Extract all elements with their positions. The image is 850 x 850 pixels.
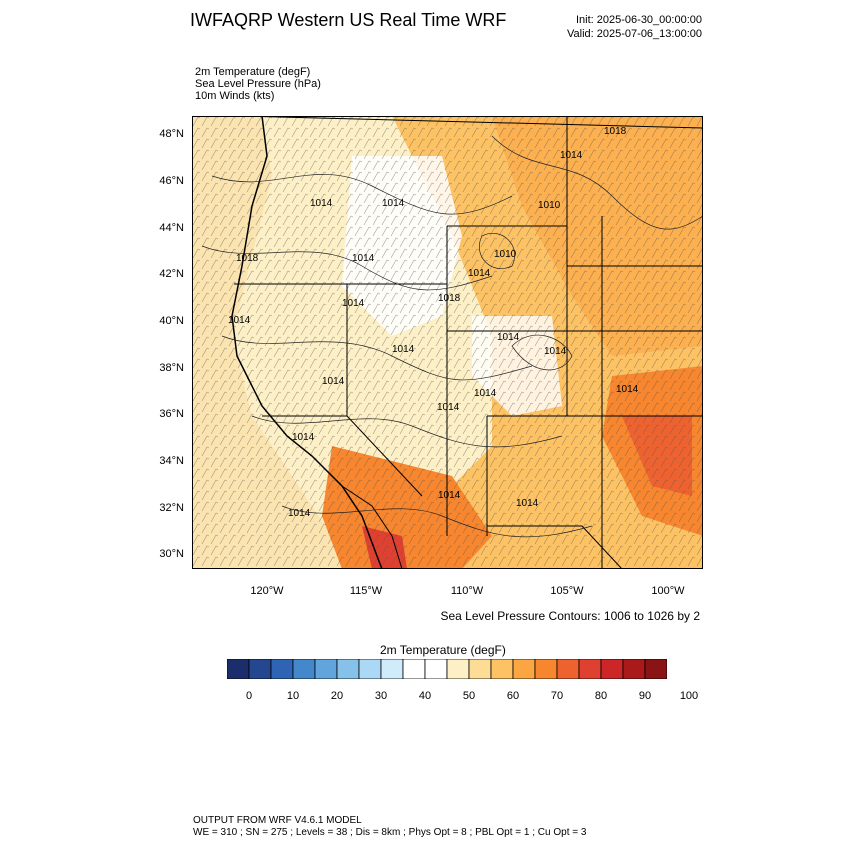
colorbar-swatch bbox=[358, 659, 382, 679]
colorbar-tick-label: 10 bbox=[286, 690, 300, 702]
colorbar-swatch bbox=[468, 659, 492, 679]
colorbar-swatch bbox=[402, 659, 426, 679]
colorbar-swatch bbox=[578, 659, 602, 679]
lat-label: 46°N bbox=[159, 175, 184, 187]
slp-label: 1014 bbox=[310, 198, 333, 209]
lat-label: 44°N bbox=[159, 222, 184, 234]
lon-label: 120°W bbox=[250, 585, 284, 597]
colorbar-swatch bbox=[600, 659, 624, 679]
slp-label: 1014 bbox=[560, 150, 583, 161]
slp-contours bbox=[201, 135, 703, 538]
field-list: 2m Temperature (degF) Sea Level Pressure… bbox=[195, 66, 321, 102]
map-frame bbox=[192, 116, 703, 569]
colorbar-tick-label: 90 bbox=[638, 690, 652, 702]
colorbar-swatch bbox=[534, 659, 558, 679]
colorbar-swatch bbox=[622, 659, 646, 679]
lat-label: 38°N bbox=[159, 362, 184, 374]
slp-label: 1010 bbox=[494, 249, 517, 260]
colorbar-tick-label: 20 bbox=[330, 690, 344, 702]
lat-label: 40°N bbox=[159, 315, 184, 327]
colorbar-swatch bbox=[446, 659, 470, 679]
lat-label: 42°N bbox=[159, 268, 184, 280]
lat-label: 32°N bbox=[159, 502, 184, 514]
colorbar-tick-label: 30 bbox=[374, 690, 388, 702]
slp-label: 1014 bbox=[352, 253, 375, 264]
init-valid-times: Init: 2025-06-30_00:00:00 Valid: 2025-07… bbox=[567, 13, 702, 41]
colorbar-swatch bbox=[227, 659, 250, 679]
contour-note: Sea Level Pressure Contours: 1006 to 102… bbox=[440, 609, 701, 623]
plot-title: IWFAQRP Western US Real Time WRF bbox=[190, 10, 507, 30]
slp-label: 1014 bbox=[228, 315, 251, 326]
slp-label: 1014 bbox=[292, 432, 315, 443]
pacific-coastline bbox=[231, 116, 383, 569]
lon-label: 110°W bbox=[450, 585, 484, 597]
colorbar-swatch bbox=[512, 659, 536, 679]
colorbar-swatch bbox=[644, 659, 667, 679]
colorbar-tick-label: 70 bbox=[550, 690, 564, 702]
lat-label: 34°N bbox=[159, 455, 184, 467]
slp-label: 1014 bbox=[342, 298, 365, 309]
gulf-of-california-coast bbox=[341, 485, 403, 569]
slp-label: 1014 bbox=[438, 490, 461, 501]
lon-label: 115°W bbox=[349, 585, 383, 597]
colorbar-title: 2m Temperature (degF) bbox=[380, 643, 506, 657]
slp-label: 1018 bbox=[236, 253, 259, 264]
colorbar-tick-label: 40 bbox=[418, 690, 432, 702]
colorbar-tick-label: 0 bbox=[245, 690, 253, 702]
colorbar-swatch bbox=[314, 659, 338, 679]
footer-model: OUTPUT FROM WRF V4.6.1 MODEL bbox=[193, 815, 362, 826]
slp-label: 1014 bbox=[437, 402, 460, 413]
slp-label: 1018 bbox=[438, 293, 461, 304]
lat-label: 48°N bbox=[159, 128, 184, 140]
field-winds: 10m Winds (kts) bbox=[195, 90, 275, 102]
colorbar bbox=[227, 659, 667, 679]
lat-label: 36°N bbox=[159, 408, 184, 420]
footer-config: WE = 310 ; SN = 275 ; Levels = 38 ; Dis … bbox=[193, 827, 587, 838]
model-footer: OUTPUT FROM WRF V4.6.1 MODEL WE = 310 ; … bbox=[193, 815, 586, 839]
init-time: Init: 2025-06-30_00:00:00 bbox=[576, 14, 702, 26]
field-temperature: 2m Temperature (degF) bbox=[195, 66, 311, 78]
slp-label: 1014 bbox=[468, 268, 491, 279]
colorbar-swatch bbox=[556, 659, 580, 679]
slp-label: 1010 bbox=[538, 200, 561, 211]
colorbar-swatch bbox=[270, 659, 294, 679]
slp-label: 1014 bbox=[322, 376, 345, 387]
colorbar-swatch bbox=[380, 659, 404, 679]
map-panel: 1018 1014 1010 1014 1018 1014 1010 1014 … bbox=[192, 116, 703, 569]
slp-label: 1014 bbox=[544, 346, 567, 357]
colorbar-tick-label: 60 bbox=[506, 690, 520, 702]
slp-label: 1018 bbox=[604, 126, 627, 137]
lon-label: 100°W bbox=[651, 585, 685, 597]
colorbar-tick-label: 50 bbox=[462, 690, 476, 702]
slp-label: 1014 bbox=[392, 344, 415, 355]
valid-time: Valid: 2025-07-06_13:00:00 bbox=[567, 28, 702, 40]
colorbar-tick-label: 100 bbox=[679, 690, 699, 702]
colorbar-tick-label: 80 bbox=[594, 690, 608, 702]
slp-label: 1014 bbox=[616, 384, 639, 395]
lat-label: 30°N bbox=[159, 548, 184, 560]
colorbar-swatch bbox=[490, 659, 514, 679]
colorbar-swatch bbox=[336, 659, 360, 679]
field-slp: Sea Level Pressure (hPa) bbox=[195, 78, 321, 90]
slp-label: 1014 bbox=[516, 498, 539, 509]
lon-label: 105°W bbox=[550, 585, 584, 597]
colorbar-swatch bbox=[292, 659, 316, 679]
slp-label: 1014 bbox=[497, 332, 520, 343]
colorbar-swatch bbox=[248, 659, 272, 679]
colorbar-swatch bbox=[424, 659, 448, 679]
slp-label: 1014 bbox=[382, 198, 405, 209]
pressure-labels: 1018 1014 1010 1014 1018 1014 1010 1014 … bbox=[228, 126, 639, 519]
slp-label: 1014 bbox=[474, 388, 497, 399]
state-borders bbox=[234, 116, 703, 569]
slp-label: 1014 bbox=[288, 508, 311, 519]
